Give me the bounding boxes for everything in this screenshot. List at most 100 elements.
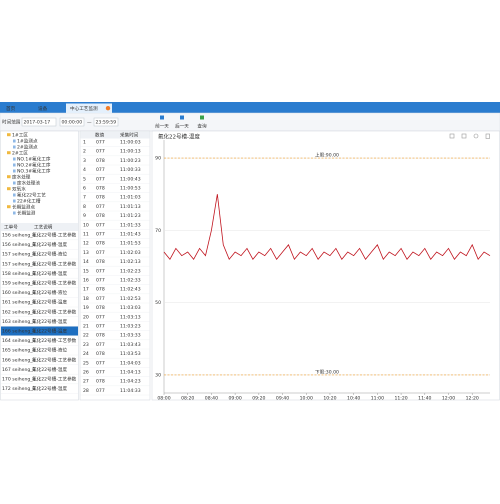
- readings-cell: 078: [96, 186, 105, 192]
- list-cell[interactable]: 氟化22号槽-液位: [32, 289, 67, 296]
- tab-close[interactable]: [105, 106, 111, 111]
- tree-leaf[interactable]: NO.1#氟化工序: [17, 156, 51, 163]
- tab-active[interactable]: [66, 103, 112, 114]
- x-tick-label: 09:20: [252, 396, 265, 402]
- tree-leaf[interactable]: 长期监测: [17, 210, 36, 217]
- x-tick-label: 12:20: [466, 396, 479, 402]
- button-icon[interactable]: [200, 115, 204, 120]
- start-time[interactable]: 00:00:00: [62, 120, 83, 126]
- tab[interactable]: 设备: [38, 105, 48, 112]
- readings-cell: 11:03:53: [120, 351, 141, 357]
- button[interactable]: 后一天: [175, 123, 189, 130]
- readings-header-bg: [80, 131, 150, 139]
- list-cell[interactable]: 158 seiheng_1...: [2, 271, 40, 277]
- tool-zoom[interactable]: [449, 133, 455, 139]
- button[interactable]: 前一天: [155, 123, 169, 130]
- start-date[interactable]: 2017-03-17: [24, 120, 51, 126]
- list-cell[interactable]: 氟化22号槽-温度: [32, 241, 67, 248]
- leaf-icon: [13, 157, 16, 161]
- button-icon[interactable]: [180, 115, 184, 120]
- tree-leaf[interactable]: NO.2#氟化工序: [17, 162, 51, 169]
- button-icon[interactable]: [160, 115, 164, 120]
- list-cell[interactable]: 氟化22号槽-工艺参数: [32, 260, 77, 267]
- readings-cell: 11:01:53: [120, 241, 141, 247]
- list-cell[interactable]: 氟化22号槽-工艺参数: [32, 376, 77, 383]
- tool-back[interactable]: [461, 133, 467, 139]
- readings-cell: 23: [83, 342, 89, 348]
- end-time[interactable]: 23:59:59: [96, 120, 117, 126]
- list-cell[interactable]: 159 seiheng_1...: [2, 281, 40, 287]
- readings-cell: 078: [96, 259, 105, 265]
- list-cell[interactable]: 氟化22号槽-工艺参数: [32, 356, 77, 363]
- list-row-selected[interactable]: [1, 326, 78, 336]
- list-cell[interactable]: 167 seiheng_1...: [2, 367, 40, 373]
- list-cell[interactable]: 氟化22号槽-工艺参数: [32, 232, 77, 239]
- tree-leaf[interactable]: 2#监测点: [17, 144, 38, 151]
- list-cell[interactable]: 氟化22号槽-工艺参数: [32, 337, 77, 344]
- list-cell[interactable]: 170 seiheng_1...: [2, 377, 40, 383]
- list-cell[interactable]: 165 seiheng_1...: [2, 348, 40, 354]
- list-cell[interactable]: 氟化22号槽-温度: [32, 328, 67, 335]
- tree-leaf[interactable]: 氟化22号工艺: [17, 192, 46, 199]
- tree-node[interactable]: 废水处理: [12, 174, 31, 181]
- readings-cell: 077: [96, 360, 105, 366]
- readings-cell: 6: [83, 186, 86, 192]
- list-cell[interactable]: 氟化22号槽-温度: [32, 318, 67, 325]
- readings-cell: 078: [96, 305, 105, 311]
- tree-leaf[interactable]: 1#监测点: [17, 138, 38, 145]
- tool-save[interactable]: [485, 133, 490, 139]
- button[interactable]: 查询: [197, 123, 207, 130]
- start-date-box[interactable]: [21, 117, 57, 127]
- list-cell[interactable]: 156 seiheng_1...: [2, 242, 40, 248]
- tree-node[interactable]: 长期监测点: [12, 204, 35, 211]
- tree-leaf[interactable]: 22#化工槽: [17, 198, 41, 205]
- tree-leaf[interactable]: NO.3#氟化工序: [17, 168, 51, 175]
- folder-icon: [7, 151, 11, 155]
- readings-cell: 11:01:03: [120, 195, 141, 201]
- readings-cell: 078: [96, 351, 105, 357]
- end-time-box[interactable]: [93, 117, 119, 127]
- list-cell[interactable]: 162 seiheng_1...: [2, 309, 40, 315]
- list-cell[interactable]: 163 seiheng_1...: [2, 319, 40, 325]
- readings-cell: 28: [83, 388, 89, 394]
- list-cell[interactable]: 172 seiheng_1...: [2, 386, 40, 392]
- tree-leaf[interactable]: 废水处理池: [17, 180, 40, 187]
- readings-cell: 11:02:53: [120, 296, 141, 302]
- list-cell[interactable]: 157 seiheng_1...: [2, 261, 40, 267]
- list-cell[interactable]: 157 seiheng_1...: [2, 252, 40, 258]
- list-cell[interactable]: 氟化22号槽-工艺参数: [32, 280, 77, 287]
- list-cell[interactable]: 氟化22号槽-温度: [32, 366, 67, 373]
- readings-cell: 15: [83, 268, 89, 274]
- list-cell[interactable]: 氟化22号槽-液位: [32, 347, 67, 354]
- x-tick-label: 12:00: [442, 396, 455, 402]
- list-cell[interactable]: 166 seiheng_1...: [2, 329, 40, 335]
- x-tick-label: 11:40: [418, 396, 431, 402]
- list-cell[interactable]: 160 seiheng_1...: [2, 290, 40, 296]
- readings-cell: 077: [96, 342, 105, 348]
- list-cell[interactable]: 氟化22号槽-温度: [32, 299, 67, 306]
- tree-node[interactable]: 2#工区: [12, 151, 28, 157]
- tab[interactable]: 中心工艺监测: [70, 105, 98, 112]
- list-cell[interactable]: 氟化22号槽-温度: [32, 385, 67, 392]
- list-cell[interactable]: 161 seiheng_1...: [2, 300, 40, 306]
- list-cell[interactable]: 氟化22号槽-温度: [32, 270, 67, 277]
- tree-node[interactable]: 1#工区: [12, 133, 28, 139]
- list-cell[interactable]: 166 seiheng_1...: [2, 357, 40, 363]
- tree-node[interactable]: 双氧水: [12, 186, 26, 193]
- tab[interactable]: 首页: [6, 105, 16, 112]
- leaf-icon: [13, 163, 16, 167]
- readings-cell: 11:04:23: [120, 379, 141, 385]
- readings-cell: 4: [83, 167, 86, 173]
- readings-cell: 11:04:33: [120, 388, 141, 394]
- list-cell[interactable]: 氟化22号槽-液位: [32, 251, 67, 258]
- list-cell[interactable]: 氟化22号槽-工艺参数: [32, 308, 77, 315]
- y-tick-label: 50: [155, 300, 161, 306]
- readings-cell: 24: [83, 351, 89, 357]
- readings-cell: 18: [83, 296, 89, 302]
- list-cell[interactable]: 164 seiheng_1...: [2, 338, 40, 344]
- start-time-box[interactable]: [59, 117, 85, 127]
- readings-cell: 11:02:43: [120, 287, 141, 293]
- list-cell[interactable]: 156 seiheng_1...: [2, 233, 40, 239]
- tool-refresh[interactable]: [473, 133, 479, 139]
